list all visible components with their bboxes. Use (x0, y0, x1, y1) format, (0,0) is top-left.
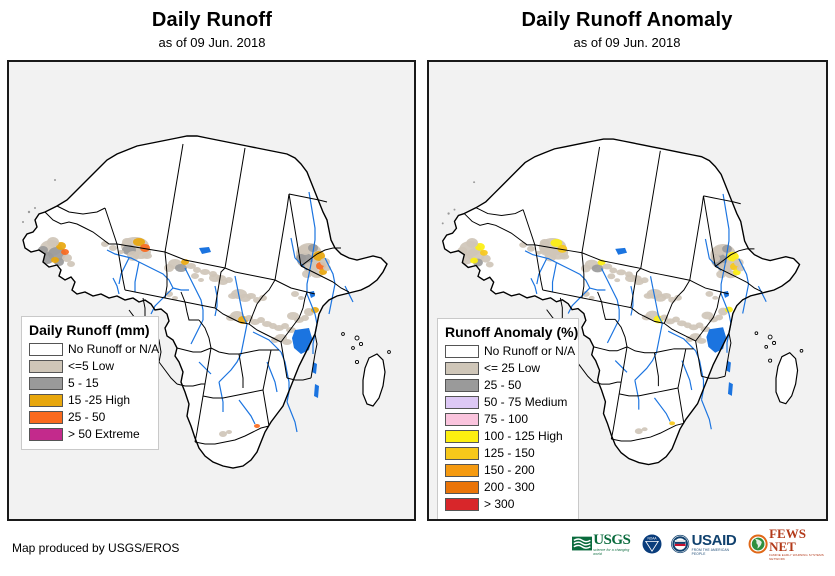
legend-swatch (445, 497, 479, 511)
legend-label: 125 - 150 (484, 445, 535, 460)
map-credit: Map produced by USGS/EROS (12, 541, 180, 555)
legend-swatch (29, 342, 63, 356)
fewsnet-globe-icon (748, 534, 768, 554)
legend-swatch (445, 463, 479, 477)
legend-label: 25 - 50 (484, 377, 522, 392)
legend-swatch (445, 480, 479, 494)
legend-row: 25 - 50 (29, 409, 151, 425)
usaid-tagline: FROM THE AMERICAN PEOPLE (691, 547, 730, 556)
legend-row: 150 - 200 (445, 462, 571, 478)
africa-map-right (429, 66, 826, 515)
legend-swatch (29, 376, 63, 390)
usgs-wave-icon (572, 536, 593, 551)
legend-runoff-anomaly: Runoff Anomaly (%) No Runoff or N/A <= 25… (437, 318, 579, 519)
map-panel-daily-runoff[interactable]: Daily Runoff (mm) No Runoff or N/A <=5 Lo… (7, 60, 416, 521)
legend-label: 100 - 125 High (484, 428, 563, 443)
fewsnet-tagline: FAMINE EARLY WARNING SYSTEMS NETWORK (769, 553, 824, 561)
panel-subtitle-right: as of 09 Jun. 2018 (573, 35, 681, 50)
legend-row: <= 25 Low (445, 360, 571, 376)
legend-row: 100 - 125 High (445, 428, 571, 444)
legend-label: > 300 (484, 496, 515, 511)
legend-label: 50 - 75 Medium (484, 394, 568, 409)
legend-label: <=5 Low (68, 358, 115, 373)
legend-daily-runoff: Daily Runoff (mm) No Runoff or N/A <=5 Lo… (21, 316, 159, 450)
usaid-label: USAID (691, 531, 737, 549)
fewsnet-label: FEWS NET (769, 526, 806, 554)
noaa-seal-icon: NOAA (641, 533, 663, 555)
legend-items: No Runoff or N/A <=5 Low 5 - 15 15 -25 High… (29, 341, 159, 442)
legend-label: 5 - 15 (68, 375, 99, 390)
legend-row: 25 - 50 (445, 377, 571, 393)
legend-row: 50 - 75 Medium (445, 394, 571, 410)
legend-row: 125 - 150 (445, 445, 571, 461)
panel-title-left: Daily Runoff (151, 9, 273, 31)
agency-logos: USGS science for a changing world NOAA U… (572, 527, 835, 561)
africa-map-left (9, 62, 414, 519)
legend-label: 15 -25 High (68, 392, 131, 407)
legend-label: 200 - 300 (484, 479, 535, 494)
legend-row: 5 - 15 (29, 375, 151, 391)
legend-items: No Runoff or N/A <= 25 Low 25 - 50 50 - 75 … (445, 343, 575, 512)
legend-title: Runoff Anomaly (%) (445, 324, 579, 340)
legend-label: No Runoff or N/A (68, 341, 160, 356)
legend-title: Daily Runoff (mm) (29, 322, 150, 338)
legend-swatch (29, 359, 63, 373)
legend-row: <=5 Low (29, 358, 151, 374)
legend-label: 75 - 100 (484, 411, 529, 426)
legend-row: No Runoff or N/A (445, 343, 575, 359)
map-panel-runoff-anomaly[interactable]: Runoff Anomaly (%) No Runoff or N/A <= 25… (427, 60, 828, 521)
legend-label: <= 25 Low (484, 360, 541, 375)
legend-label: No Runoff or N/A (484, 343, 576, 358)
legend-swatch (445, 344, 479, 358)
legend-swatch (29, 427, 63, 441)
legend-swatch (29, 410, 63, 424)
usaid-logo[interactable]: USAID FROM THE AMERICAN PEOPLE (671, 533, 740, 556)
legend-row: 75 - 100 (445, 411, 571, 427)
fewsnet-logo[interactable]: FEWS NET FAMINE EARLY WARNING SYSTEMS NE… (748, 527, 835, 561)
legend-swatch (29, 393, 63, 407)
legend-swatch (445, 412, 479, 426)
panel-subtitle-left: as of 09 Jun. 2018 (158, 35, 266, 50)
usaid-seal-icon (671, 534, 690, 554)
svg-text:NOAA: NOAA (648, 537, 658, 541)
usgs-tagline: science for a changing world (593, 547, 630, 556)
legend-swatch (445, 395, 479, 409)
legend-row: No Runoff or N/A (29, 341, 159, 357)
legend-swatch (445, 429, 479, 443)
usgs-label: USGS (593, 531, 631, 548)
legend-row: > 300 (445, 496, 571, 512)
noaa-logo[interactable]: NOAA (641, 533, 663, 555)
legend-row: 15 -25 High (29, 392, 151, 408)
legend-row: > 50 Extreme (29, 426, 151, 442)
legend-label: > 50 Extreme (68, 426, 140, 441)
panel-title-right: Daily Runoff Anomaly (521, 9, 733, 31)
legend-row: 200 - 300 (445, 479, 571, 495)
legend-swatch (445, 361, 479, 375)
usgs-logo[interactable]: USGS science for a changing world (572, 531, 635, 556)
legend-swatch (445, 446, 479, 460)
legend-label: 150 - 200 (484, 462, 535, 477)
legend-label: 25 - 50 (68, 409, 106, 424)
legend-swatch (445, 378, 479, 392)
